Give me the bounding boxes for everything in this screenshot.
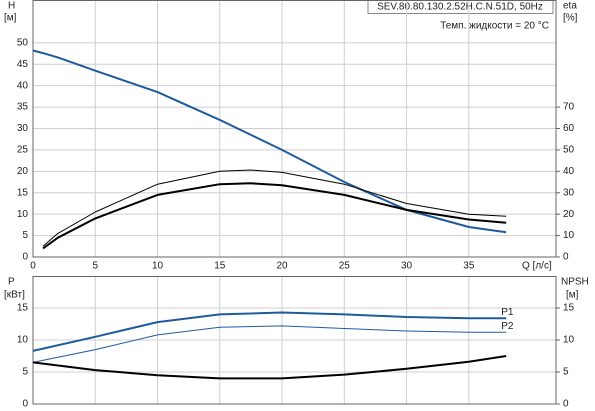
y-tick-label: 10 <box>17 335 29 346</box>
y-tick-label: 5 <box>22 367 28 378</box>
y2-tick-label: 60 <box>563 123 575 134</box>
y2-unit: [%] <box>563 13 578 24</box>
plot-frame <box>32 0 557 258</box>
y2-tick-label: 0 <box>563 399 569 410</box>
plot-frame <box>32 276 557 405</box>
y-tick-label: 40 <box>17 80 29 91</box>
y-tick-label: 50 <box>17 37 29 48</box>
y2-tick-label: 5 <box>563 367 569 378</box>
y2-tick-label: 70 <box>563 102 575 113</box>
y-tick-label: 0 <box>22 399 28 410</box>
curve <box>32 49 507 234</box>
y2-tick-label: 30 <box>563 187 575 198</box>
x-tick-label: 10 <box>152 261 164 272</box>
curve <box>32 355 507 380</box>
x-tick-label: 35 <box>463 261 475 272</box>
curve <box>42 182 507 250</box>
y2-tick-label: 10 <box>563 335 575 346</box>
y-label: P <box>8 277 15 288</box>
y-tick-label: 25 <box>17 145 29 156</box>
y-tick-label: 5 <box>22 230 28 241</box>
y2-tick-label: 10 <box>563 230 575 241</box>
y-label: H <box>8 1 15 12</box>
y-unit: [кВт] <box>4 290 25 301</box>
y-tick-label: 10 <box>17 209 29 220</box>
y2-unit: [м] <box>566 290 579 301</box>
y-tick-label: 15 <box>17 187 29 198</box>
x-tick-label: 15 <box>214 261 226 272</box>
chart-subtitle: Темп. жидкости = 20 °C <box>440 21 549 32</box>
x-tick-label: 5 <box>92 261 98 272</box>
y-tick-label: 30 <box>17 123 29 134</box>
y2-tick-label: 20 <box>563 209 575 220</box>
y2-tick-label: 40 <box>563 166 575 177</box>
series-label: P1 <box>501 307 514 318</box>
y-tick-label: 35 <box>17 102 29 113</box>
y-tick-label: 0 <box>22 252 28 263</box>
chart-title: SEV.80.80.130.2.52H.C.N.51D, 50Hz <box>377 2 543 13</box>
y2-label: NPSH <box>561 277 589 288</box>
y-unit: [м] <box>4 13 17 24</box>
y-tick-label: 45 <box>17 59 29 70</box>
y2-tick-label: 50 <box>563 145 575 156</box>
y2-tick-label: 15 <box>563 303 575 314</box>
y2-tick-label: 0 <box>563 252 569 263</box>
curve <box>32 325 507 363</box>
x-tick-label: 30 <box>401 261 413 272</box>
y2-label: eta <box>563 1 577 12</box>
curve <box>42 169 507 247</box>
series-label: P2 <box>501 321 514 332</box>
x-label: Q [л/с] <box>522 261 552 272</box>
y-tick-label: 15 <box>17 303 29 314</box>
y-tick-label: 20 <box>17 166 29 177</box>
x-tick-label: 25 <box>339 261 351 272</box>
x-tick-label: 20 <box>276 261 288 272</box>
curve <box>32 311 507 352</box>
x-tick-label: 0 <box>30 261 36 272</box>
